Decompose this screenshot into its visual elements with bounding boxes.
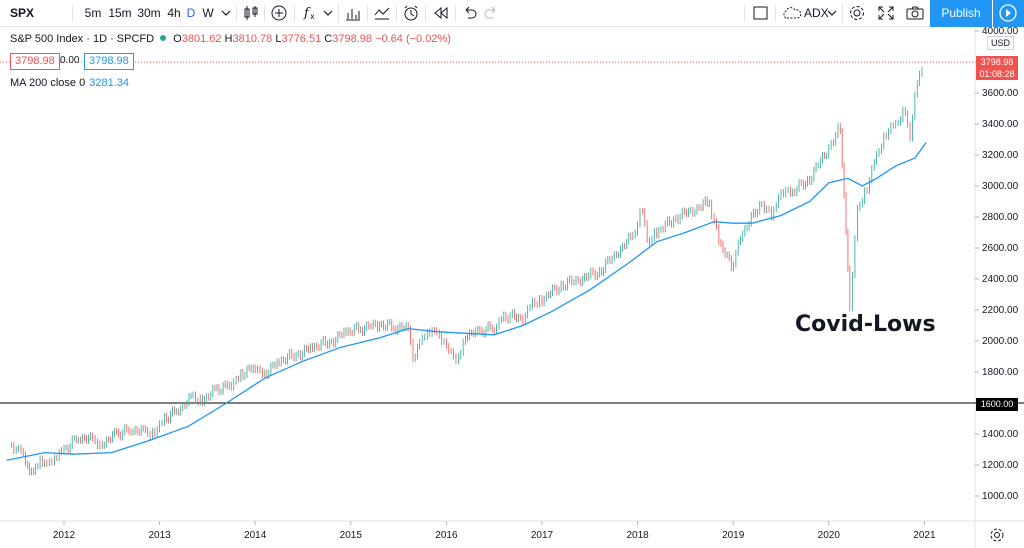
interval-30m-button[interactable]: 30m	[137, 6, 161, 20]
alarm-clock-icon[interactable]	[402, 0, 420, 27]
toolbar-divider	[744, 5, 745, 22]
toolbar-divider	[396, 5, 397, 22]
financials-bars-icon[interactable]	[344, 0, 362, 27]
redo-icon[interactable]	[482, 0, 500, 27]
x-tick-label: 2014	[244, 530, 267, 541]
x-tick-label: 2015	[340, 530, 363, 541]
chevron-down-icon[interactable]	[322, 0, 334, 27]
y-tick-label: 3600.00	[982, 88, 1019, 99]
ma-200-line	[6, 142, 927, 461]
y-tick-label: 3400.00	[982, 119, 1019, 130]
compare-chart-icon[interactable]	[373, 0, 391, 27]
toolbar-divider	[294, 5, 295, 22]
compare-adx-label[interactable]: ADX	[804, 6, 829, 20]
y-tick-label: 1200.00	[982, 460, 1019, 471]
bar-countdown-label: 01:08:28	[976, 68, 1018, 80]
market-status-dot	[160, 35, 167, 41]
covid-lows-annotation: Covid-Lows	[795, 312, 936, 337]
undo-icon[interactable]	[461, 0, 479, 27]
publish-button[interactable]: Publish	[930, 0, 992, 27]
interval-15m-button[interactable]: 15m	[108, 6, 132, 20]
x-tick-label: 2021	[913, 530, 936, 541]
y-tick-label: 2000.00	[982, 336, 1019, 347]
y-tick-label: 1400.00	[982, 429, 1019, 440]
x-tick-label: 2016	[435, 530, 458, 541]
toolbar-divider	[425, 5, 426, 22]
gear-icon[interactable]	[848, 0, 866, 27]
last-price-label: 3798.98	[976, 56, 1018, 68]
spread-value: 0.00	[60, 55, 80, 66]
layout-square-icon[interactable]	[752, 0, 770, 27]
y-tick-label: 2400.00	[982, 274, 1019, 285]
replay-rewind-icon[interactable]	[432, 0, 450, 27]
currency-label[interactable]: USD	[987, 36, 1015, 50]
toolbar-divider	[455, 5, 456, 22]
toolbar-divider	[264, 5, 265, 22]
symbol-search-button[interactable]: SPX	[10, 6, 35, 20]
ma-value: 3281.34	[89, 77, 129, 89]
x-tick-label: 2017	[531, 530, 554, 541]
camera-icon[interactable]	[906, 0, 924, 27]
y-tick-label: 1000.00	[982, 491, 1019, 502]
hline-price-label: 1600.00	[976, 398, 1018, 411]
chart-legend: S&P 500 Index · 1D · SPCFD O3801.62 H381…	[10, 33, 451, 45]
x-tick-label: 2018	[626, 530, 649, 541]
symbol-title: S&P 500 Index · 1D · SPCFD	[10, 33, 155, 45]
buy-price-box[interactable]: 3798.98	[84, 53, 134, 70]
gear-icon[interactable]	[989, 527, 1005, 548]
toolbar-divider	[338, 5, 339, 22]
svg-text:x: x	[310, 12, 315, 21]
sell-price-box[interactable]: 3798.98	[10, 53, 60, 70]
toolbar-divider	[775, 5, 776, 22]
x-tick-label: 2019	[722, 530, 745, 541]
toolbar-divider	[72, 5, 73, 22]
fullscreen-icon[interactable]	[877, 0, 895, 27]
x-tick-label: 2020	[818, 530, 841, 541]
y-tick-label: 1800.00	[982, 367, 1019, 378]
y-tick-label: 2200.00	[982, 305, 1019, 316]
price-series	[11, 66, 923, 476]
x-tick-label: 2013	[148, 530, 171, 541]
play-arrow-icon[interactable]	[993, 0, 1024, 27]
ohlc-values: O3801.62 H3810.78 L3776.51 C3798.98 −0.6…	[173, 33, 451, 45]
y-tick-label: 2800.00	[982, 212, 1019, 223]
interval-w-button[interactable]: W	[202, 6, 214, 20]
interval-5m-button[interactable]: 5m	[84, 6, 102, 20]
x-tick-label: 2012	[53, 530, 76, 541]
toolbar-divider	[367, 5, 368, 22]
y-tick-label: 3000.00	[982, 181, 1019, 192]
add-plus-icon[interactable]	[270, 0, 288, 27]
candles-icon[interactable]	[242, 0, 260, 27]
cloud-save-icon[interactable]	[781, 0, 803, 27]
toolbar-divider	[842, 5, 843, 22]
svg-text:f: f	[303, 6, 311, 21]
ma-legend: MA 200 close 0 3281.34	[10, 77, 129, 89]
y-tick-label: 4000.00	[982, 27, 1019, 37]
interval-d-button[interactable]: D	[186, 6, 196, 20]
interval-4h-button[interactable]: 4h	[167, 6, 181, 20]
chevron-down-icon[interactable]	[826, 0, 838, 27]
y-tick-label: 2600.00	[982, 243, 1019, 254]
chevron-down-icon[interactable]	[219, 0, 233, 27]
y-tick-label: 3200.00	[982, 150, 1019, 161]
price-chart[interactable]: 1000.00 1200.00 1400.00 1600.00 1800.00 2000.…	[0, 27, 1024, 548]
toolbar-divider	[236, 5, 237, 22]
